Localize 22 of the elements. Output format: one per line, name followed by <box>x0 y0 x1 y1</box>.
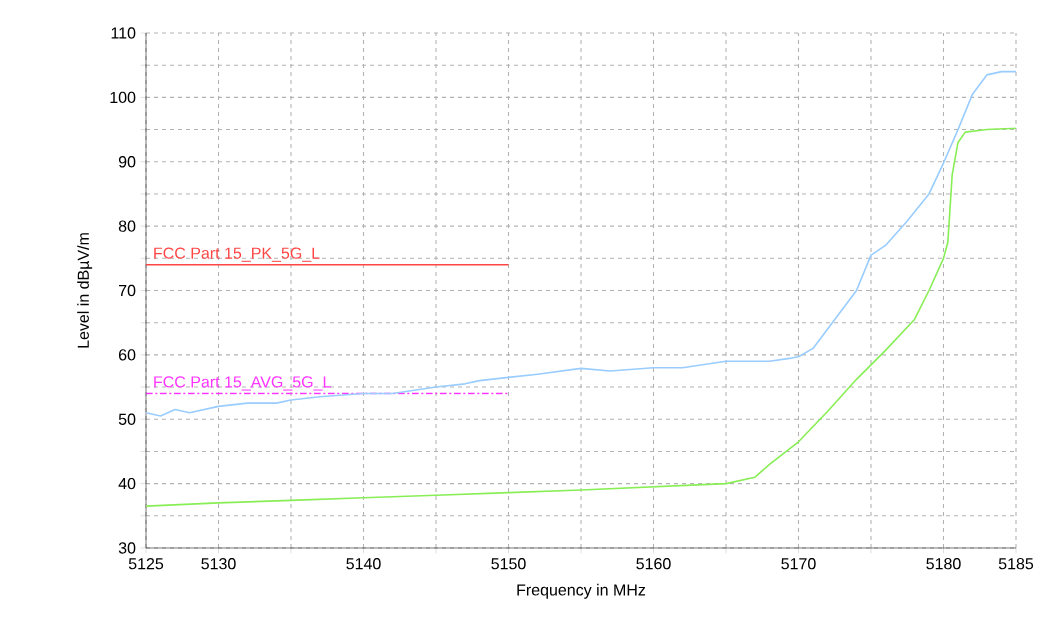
y-tick-label: 60 <box>118 349 136 361</box>
y-tick-label: 80 <box>118 220 136 232</box>
y-tick-label: 40 <box>118 477 136 490</box>
series-label: FCC Part 15_AVG_5G_L <box>154 376 331 391</box>
x-axis-title: Frequency in MHz <box>517 583 646 599</box>
series-label: FCC Part 15_PK_5G_L <box>154 247 320 262</box>
x-tick-label: 5125 <box>128 558 164 570</box>
y-tick-label: 90 <box>118 156 136 168</box>
line-series <box>146 70 1016 417</box>
x-tick-label: 5160 <box>636 558 671 570</box>
x-tick-label: 5180 <box>926 558 961 570</box>
y-tick-label: 50 <box>118 413 136 425</box>
y-tick-label: 110 <box>111 27 136 39</box>
x-tick-label: 5170 <box>781 558 816 570</box>
x-tick-label: 5150 <box>491 558 526 570</box>
y-tick-label: 30 <box>118 542 136 554</box>
y-tick-label: 70 <box>118 284 136 297</box>
x-tick-label: 5140 <box>346 558 381 570</box>
y-axis-title: Level in dBµV/m <box>77 233 93 348</box>
x-tick-label: 5185 <box>998 558 1034 570</box>
y-tick-label: 100 <box>110 91 136 104</box>
x-tick-label: 5130 <box>201 558 236 570</box>
